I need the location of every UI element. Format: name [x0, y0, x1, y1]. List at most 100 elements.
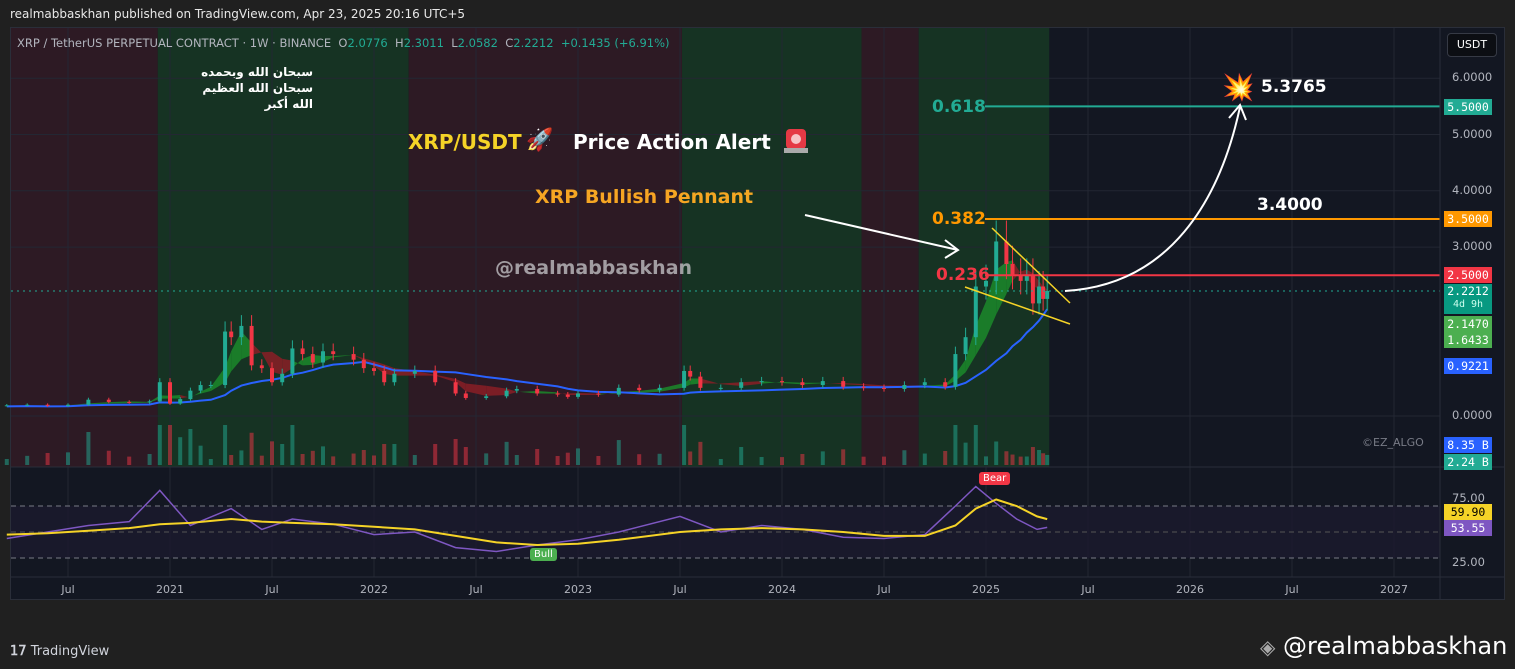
- tradingview-logo[interactable]: 𝟣𝟩 TradingView: [10, 644, 110, 659]
- ma-ribbon: [659, 382, 685, 392]
- x-tick-label: Jul: [1081, 583, 1095, 596]
- candle: [1037, 286, 1042, 304]
- candle: [1010, 263, 1015, 276]
- candle: [178, 399, 183, 404]
- volume-bar: [984, 456, 988, 465]
- price-tag-value: 3.5000: [1447, 212, 1489, 226]
- ma-ribbon: [210, 367, 226, 391]
- price-tag: 1.6433: [1444, 332, 1492, 348]
- rsi-line: [6, 485, 1048, 553]
- bar-countdown: 4d 9h: [1452, 299, 1484, 310]
- volume-bar: [25, 455, 30, 465]
- ma-ribbon: [353, 355, 364, 361]
- candle: [596, 393, 601, 395]
- volume-bar: [229, 455, 234, 465]
- price-tag: 2.1470: [1444, 316, 1492, 332]
- candle: [229, 331, 234, 338]
- volume-bar: [820, 451, 825, 465]
- candle: [637, 387, 642, 391]
- volume-bar: [157, 425, 162, 465]
- ma-ribbon: [414, 370, 436, 376]
- volume-bar: [943, 451, 948, 465]
- candle: [249, 325, 254, 366]
- candle: [1045, 290, 1050, 299]
- ma-ribbon: [251, 342, 262, 356]
- ma-ribbon: [180, 394, 191, 399]
- candle: [882, 387, 886, 389]
- currency-button[interactable]: USDT: [1447, 33, 1497, 57]
- ma-ribbon: [924, 384, 946, 387]
- volume-bar: [300, 454, 305, 465]
- candle: [841, 381, 846, 387]
- volume-bar: [963, 442, 968, 465]
- credit-text: ©EZ_ALGO: [1362, 436, 1424, 449]
- volume-bar: [1004, 451, 1009, 465]
- ma-ribbon: [700, 378, 721, 385]
- candle: [820, 381, 825, 386]
- x-tick-label: Jul: [61, 583, 75, 596]
- x-tick-label: Jul: [265, 583, 279, 596]
- x-tick-label: Jul: [673, 583, 687, 596]
- candle: [973, 286, 978, 338]
- candle: [300, 348, 305, 355]
- arabic-line: الله أكبر: [264, 97, 313, 111]
- ma-ribbon: [241, 331, 252, 360]
- volume-bar: [239, 450, 244, 465]
- ma-ribbon: [68, 403, 89, 406]
- candle: [290, 348, 295, 374]
- title-right: Price Action Alert: [573, 130, 771, 154]
- ma-ribbon: [639, 388, 660, 393]
- volume-bar: [147, 454, 152, 465]
- volume-bar: [922, 453, 927, 465]
- candle: [463, 393, 468, 398]
- x-tick-label: 2022: [360, 583, 388, 596]
- volume-bar: [86, 432, 91, 465]
- ma-ribbon: [159, 395, 170, 399]
- volume-bar: [168, 425, 172, 465]
- ma-ribbon: [567, 393, 578, 395]
- ma-ribbon: [149, 395, 160, 403]
- y-tick-label: 0.0000: [1452, 408, 1493, 422]
- volume-bar: [535, 449, 540, 465]
- ma-ribbon: [88, 402, 109, 405]
- ma-ribbon: [455, 378, 466, 392]
- ma-ribbon: [986, 269, 997, 338]
- volume-bar: [616, 440, 621, 465]
- candle: [565, 394, 570, 397]
- volume-bar: [178, 437, 183, 465]
- candle: [86, 399, 91, 405]
- price-tag-value: 1.6433: [1447, 333, 1489, 347]
- volume-bar: [555, 456, 560, 465]
- volume-bar: [780, 457, 784, 465]
- ma-ribbon: [578, 393, 599, 395]
- fib-label-618: 0.618: [932, 97, 986, 117]
- ma-ribbon: [302, 355, 313, 366]
- volume-bar: [504, 441, 509, 465]
- ma-ribbon: [506, 388, 517, 395]
- low-label: L: [451, 36, 458, 50]
- price-tag: 5.5000: [1444, 99, 1492, 115]
- candle: [208, 385, 213, 387]
- candle: [1018, 275, 1023, 281]
- y-tick-label: 5.0000: [1452, 126, 1493, 141]
- ma-ribbon: [557, 392, 568, 395]
- rsi-ma-line: [6, 498, 1048, 547]
- price-tag: 3.5000: [1444, 211, 1492, 227]
- ma-ribbon: [516, 391, 538, 394]
- volume-bar: [1037, 450, 1042, 465]
- candle: [739, 382, 744, 388]
- arrow-to-pennant: [804, 214, 960, 259]
- ma-ribbon: [108, 401, 130, 404]
- mid-target-price: 3.4000: [1257, 195, 1323, 215]
- ma-ribbon: [292, 358, 303, 369]
- ma-ribbon: [822, 382, 844, 385]
- volume-bar: [698, 441, 703, 465]
- x-tick-label: 2027: [1380, 583, 1408, 596]
- close-label: C: [505, 36, 514, 50]
- candle: [1024, 275, 1029, 281]
- candle: [1004, 241, 1009, 264]
- volume-bar: [994, 441, 999, 465]
- volume-bar: [208, 459, 213, 465]
- volume-bar: [290, 425, 295, 465]
